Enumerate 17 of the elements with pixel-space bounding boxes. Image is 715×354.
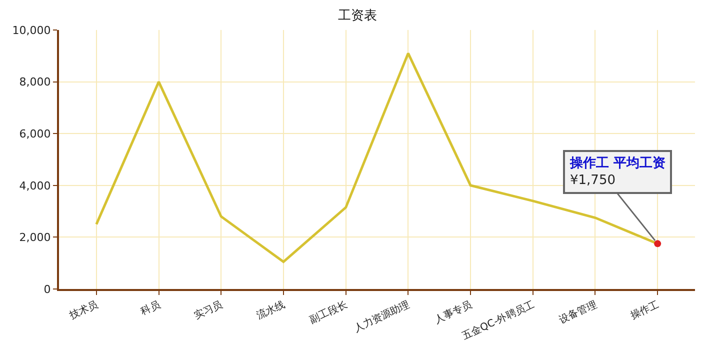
y-tick-label: 10,000 (12, 24, 51, 37)
y-tick-label: 2,000 (19, 231, 51, 244)
x-tick-label: 人事专员 (432, 298, 474, 326)
y-tick-label: 4,000 (19, 179, 51, 192)
chart-title: 工资表 (338, 8, 377, 24)
y-tick-label: 0 (44, 282, 51, 296)
annotation: 操作工 平均工资 ¥1,750 (569, 156, 666, 188)
x-tick-label: 操作工 (628, 298, 661, 322)
x-tick-label: 科员 (138, 298, 162, 318)
y-tick-label: 8,000 (19, 76, 51, 89)
x-tick-label: 人力资源助理 (352, 298, 412, 335)
x-tick-label: 实习员 (192, 298, 224, 322)
x-tick-label: 技术员 (66, 298, 100, 322)
x-tick-label: 设备管理 (557, 298, 599, 326)
x-tick-label: 流水线 (254, 298, 287, 322)
x-tick-label: 副工段长 (308, 298, 350, 326)
y-tick-label: 6,000 (19, 127, 51, 140)
